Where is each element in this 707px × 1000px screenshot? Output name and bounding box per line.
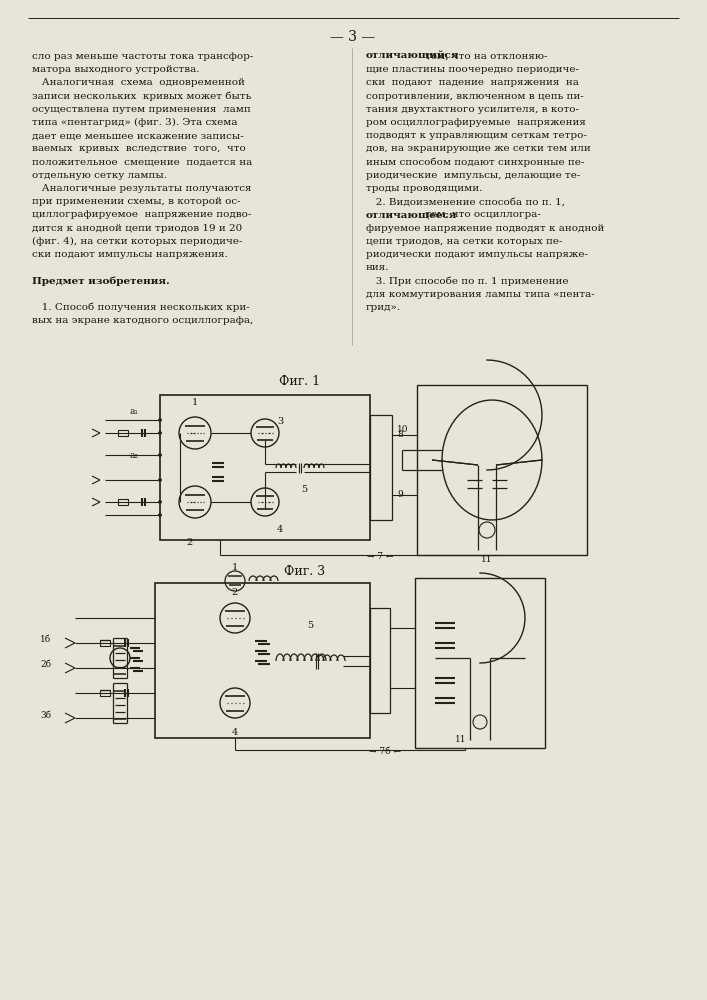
- Text: щие пластины поочередно периодиче-: щие пластины поочередно периодиче-: [366, 65, 579, 74]
- Text: сопротивлении, включенном в цепь пи-: сопротивлении, включенном в цепь пи-: [366, 92, 584, 101]
- Text: 2. Видоизменение способа по п. 1,: 2. Видоизменение способа по п. 1,: [366, 197, 565, 206]
- Text: 2: 2: [187, 538, 193, 547]
- Text: Предмет изобретения.: Предмет изобретения.: [32, 276, 170, 286]
- Text: ром осциллографируемые  напряжения: ром осциллографируемые напряжения: [366, 118, 586, 127]
- Text: 11: 11: [455, 735, 467, 744]
- Text: 3б: 3б: [40, 711, 51, 720]
- Text: тем, что на отклоняю-: тем, что на отклоняю-: [422, 52, 548, 61]
- Text: 3. При способе по п. 1 применение: 3. При способе по п. 1 применение: [366, 276, 568, 286]
- Text: 11: 11: [481, 555, 493, 564]
- Text: дает еще меньшее искажение записы-: дает еще меньшее искажение записы-: [32, 131, 244, 140]
- Circle shape: [158, 418, 161, 422]
- Text: отличающееся: отличающееся: [366, 210, 457, 219]
- Text: 4: 4: [277, 525, 283, 534]
- Text: a₁: a₁: [130, 407, 139, 416]
- Text: 1. Способ получения нескольких кри-: 1. Способ получения нескольких кри-: [32, 303, 250, 312]
- Text: ния.: ния.: [366, 263, 390, 272]
- Text: 1б: 1б: [40, 635, 51, 644]
- Text: 5: 5: [301, 485, 307, 494]
- Circle shape: [158, 514, 161, 516]
- Text: Аналогичные результаты получаются: Аналогичные результаты получаются: [32, 184, 252, 193]
- Bar: [415, 578, 545, 748]
- Text: риодически подают импульсы напряже-: риодически подают импульсы напряже-: [366, 250, 588, 259]
- Circle shape: [158, 479, 161, 482]
- Text: — 3 —: — 3 —: [330, 30, 375, 44]
- Text: ски  подают  падение  напряжения  на: ски подают падение напряжения на: [366, 78, 579, 87]
- Text: грид».: грид».: [366, 303, 401, 312]
- Text: вых на экране катодного осциллографа,: вых на экране катодного осциллографа,: [32, 316, 253, 325]
- Text: Фиг. 1: Фиг. 1: [279, 375, 320, 388]
- Text: цепи триодов, на сетки которых пе-: цепи триодов, на сетки которых пе-: [366, 237, 563, 246]
- Text: → 7б ←: → 7б ←: [369, 747, 401, 756]
- Text: → 7 ←: → 7 ←: [367, 552, 393, 561]
- Text: 2б: 2б: [40, 660, 51, 669]
- Circle shape: [158, 454, 161, 456]
- Bar: [160, 395, 370, 540]
- Text: дится к анодной цепи триодов 19 и 20: дится к анодной цепи триодов 19 и 20: [32, 224, 243, 233]
- Text: (фиг. 4), на сетки которых периодиче-: (фиг. 4), на сетки которых периодиче-: [32, 237, 243, 246]
- Text: риодические  импульсы, делающие те-: риодические импульсы, делающие те-: [366, 171, 580, 180]
- Text: троды проводящими.: троды проводящими.: [366, 184, 482, 193]
- Text: 2: 2: [232, 588, 238, 597]
- Text: 3: 3: [277, 417, 283, 426]
- Bar: [100, 690, 110, 696]
- Text: Аналогичная  схема  одновременной: Аналогичная схема одновременной: [32, 78, 245, 87]
- Bar: [417, 385, 587, 555]
- Text: циллографируемое  напряжение подво-: циллографируемое напряжение подво-: [32, 210, 252, 219]
- Text: 9: 9: [397, 490, 403, 499]
- Text: подводят к управляющим сеткам тетро-: подводят к управляющим сеткам тетро-: [366, 131, 587, 140]
- Text: матора выходного устройства.: матора выходного устройства.: [32, 65, 199, 74]
- Text: a₂: a₂: [130, 451, 139, 460]
- Bar: [370, 608, 390, 713]
- Text: отличающийся: отличающийся: [366, 52, 460, 61]
- Text: ски подают импульсы напряжения.: ски подают импульсы напряжения.: [32, 250, 228, 259]
- Text: Фиг. 3: Фиг. 3: [284, 565, 325, 578]
- Text: типа «пентагрид» (фиг. 3). Эта схема: типа «пентагрид» (фиг. 3). Эта схема: [32, 118, 238, 127]
- Text: 5: 5: [307, 621, 313, 630]
- Text: записи нескольких  кривых может быть: записи нескольких кривых может быть: [32, 92, 251, 101]
- Text: 4: 4: [232, 728, 238, 737]
- Text: положительное  смещение  подается на: положительное смещение подается на: [32, 158, 252, 167]
- Text: отдельную сетку лампы.: отдельную сетку лампы.: [32, 171, 167, 180]
- Text: при применении схемы, в которой ос-: при применении схемы, в которой ос-: [32, 197, 240, 206]
- Text: тем, что осциллогра-: тем, что осциллогра-: [422, 210, 542, 219]
- Bar: [370, 415, 392, 520]
- Text: 10: 10: [397, 425, 409, 434]
- Bar: [118, 430, 128, 436]
- Text: сло раз меньше частоты тока трансфор-: сло раз меньше частоты тока трансфор-: [32, 52, 253, 61]
- Text: ваемых  кривых  вследствие  того,  что: ваемых кривых вследствие того, что: [32, 144, 246, 153]
- Circle shape: [158, 500, 161, 504]
- Text: для коммутирования лампы типа «пента-: для коммутирования лампы типа «пента-: [366, 290, 595, 299]
- Text: тания двухтактного усилителя, в кото-: тания двухтактного усилителя, в кото-: [366, 105, 579, 114]
- Text: иным способом подают синхронные пе-: иным способом подают синхронные пе-: [366, 158, 585, 167]
- Text: осуществлена путем применения  ламп: осуществлена путем применения ламп: [32, 105, 251, 114]
- Text: дов, на экранирующие же сетки тем или: дов, на экранирующие же сетки тем или: [366, 144, 591, 153]
- Text: фируемое напряжение подводят к анодной: фируемое напряжение подводят к анодной: [366, 224, 604, 233]
- Circle shape: [158, 432, 161, 434]
- Text: 1: 1: [192, 398, 198, 407]
- Text: 8: 8: [397, 430, 403, 439]
- Bar: [100, 640, 110, 646]
- Text: 1: 1: [232, 563, 238, 572]
- Bar: [155, 583, 370, 738]
- Bar: [118, 499, 128, 505]
